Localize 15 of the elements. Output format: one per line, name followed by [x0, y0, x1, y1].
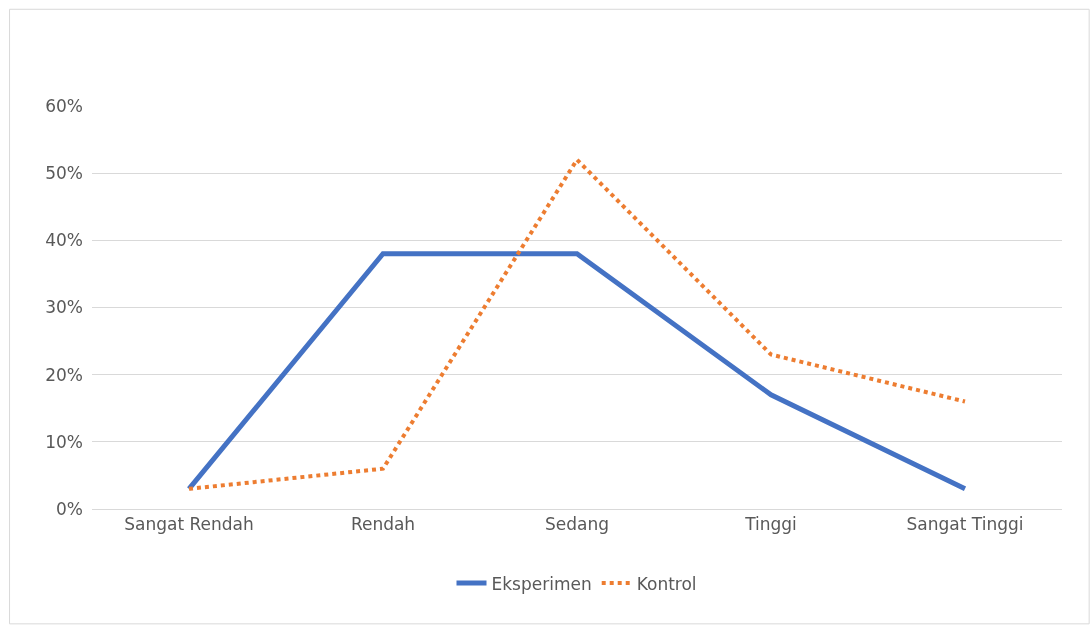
- x-tick-label: Sangat Tinggi: [906, 514, 1024, 535]
- x-tick-label: Rendah: [350, 514, 416, 535]
- y-tick-label: 50%: [45, 163, 83, 184]
- line-series: [187, 157, 967, 491]
- x-tick-label: Tinggi: [744, 514, 797, 535]
- legend-label: Kontrol: [636, 573, 697, 594]
- legend-label: Eksperimen: [491, 573, 592, 594]
- y-tick-label: 30%: [45, 297, 83, 318]
- y-tick-label: 20%: [45, 364, 83, 385]
- y-tick-label: 60%: [45, 95, 83, 116]
- y-tick-label: 0%: [56, 498, 83, 519]
- y-tick-label: 40%: [45, 230, 83, 251]
- x-tick-label: Sedang: [544, 514, 610, 535]
- x-tick-label: Sangat Rendah: [124, 514, 254, 535]
- y-tick-label: 10%: [45, 431, 83, 452]
